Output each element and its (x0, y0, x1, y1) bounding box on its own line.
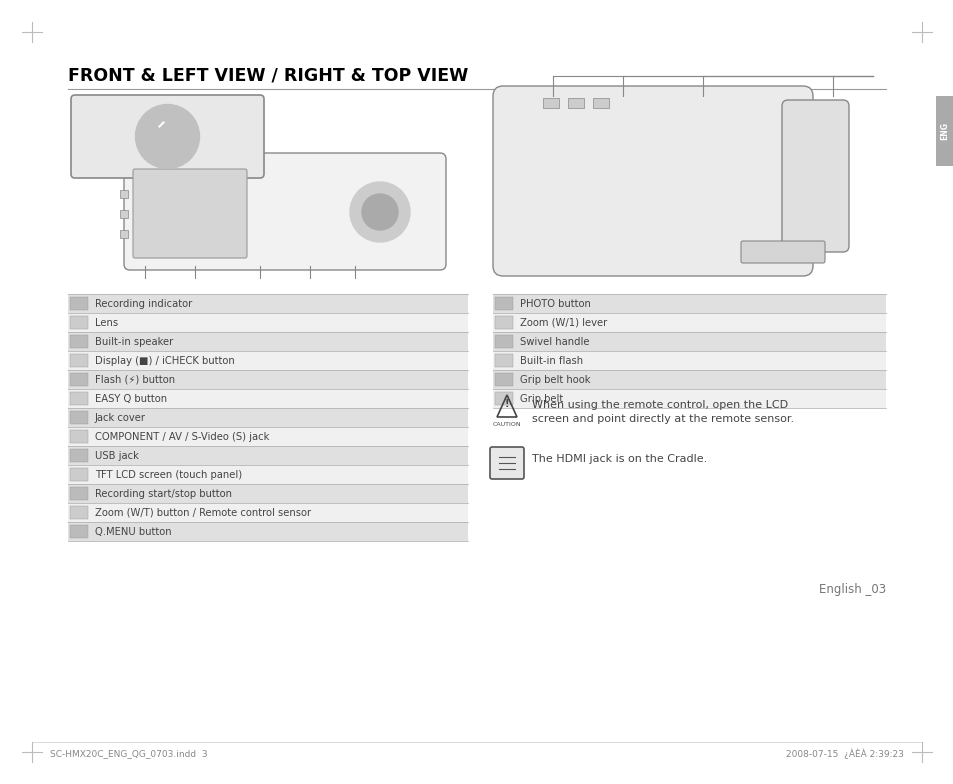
Text: When using the remote control, open the LCD
screen and point directly at the rem: When using the remote control, open the … (532, 400, 793, 424)
Bar (70, 297, 88, 310)
Bar (493, 294, 885, 313)
Bar (70, 392, 88, 405)
Bar (495, 373, 513, 386)
FancyBboxPatch shape (740, 241, 824, 263)
Text: EASY Q button: EASY Q button (95, 394, 167, 404)
Bar (495, 316, 513, 329)
Bar (70, 487, 88, 500)
Bar (68, 484, 468, 503)
Circle shape (153, 122, 181, 151)
Text: Built-in speaker: Built-in speaker (95, 336, 173, 347)
Bar (70, 335, 88, 348)
Bar (70, 430, 88, 443)
Bar (70, 373, 88, 386)
Bar (493, 351, 885, 370)
Bar (70, 468, 88, 481)
Text: USB jack: USB jack (95, 451, 139, 460)
Text: Q.MENU button: Q.MENU button (95, 527, 172, 536)
Bar (70, 449, 88, 462)
Bar (68, 408, 468, 427)
Text: 2008-07-15  ¿ÀÈÀ 2:39:23: 2008-07-15 ¿ÀÈÀ 2:39:23 (785, 749, 903, 759)
Text: Zoom (W/T) button / Remote control sensor: Zoom (W/T) button / Remote control senso… (95, 507, 311, 517)
Bar (70, 411, 88, 424)
Bar (567, 98, 583, 108)
Bar (493, 332, 885, 351)
Text: Zoom (W/1) lever: Zoom (W/1) lever (519, 318, 607, 328)
Text: Swivel handle: Swivel handle (519, 336, 589, 347)
Text: !: ! (504, 399, 509, 409)
Bar (68, 370, 468, 389)
Bar (542, 98, 558, 108)
Bar (68, 389, 468, 408)
Bar (493, 370, 885, 389)
Bar (68, 427, 468, 446)
Bar (120, 230, 128, 238)
Text: Flash (⚡) button: Flash (⚡) button (95, 375, 175, 384)
Bar (493, 313, 885, 332)
Bar (68, 332, 468, 351)
Bar (593, 98, 608, 108)
Text: PHOTO button: PHOTO button (519, 299, 590, 308)
Text: COMPONENT / AV / S-Video (S) jack: COMPONENT / AV / S-Video (S) jack (95, 431, 269, 441)
Bar (493, 389, 885, 408)
Text: CAUTION: CAUTION (492, 422, 520, 426)
Text: FRONT & LEFT VIEW / RIGHT & TOP VIEW: FRONT & LEFT VIEW / RIGHT & TOP VIEW (68, 66, 468, 84)
Bar (68, 522, 468, 541)
Bar (495, 354, 513, 367)
Circle shape (135, 104, 199, 169)
Circle shape (350, 182, 410, 242)
Bar (70, 316, 88, 329)
Text: Lens: Lens (95, 318, 118, 328)
Text: Recording start/stop button: Recording start/stop button (95, 488, 232, 499)
Text: Jack cover: Jack cover (95, 412, 146, 423)
Bar (495, 392, 513, 405)
Text: English _03: English _03 (818, 583, 885, 596)
FancyBboxPatch shape (781, 100, 848, 252)
Bar (68, 313, 468, 332)
Circle shape (361, 194, 397, 230)
FancyBboxPatch shape (132, 169, 247, 258)
Text: Recording indicator: Recording indicator (95, 299, 193, 308)
Text: ENG: ENG (940, 122, 948, 140)
Bar (70, 525, 88, 538)
Text: SC-HMX20C_ENG_QG_0703.indd  3: SC-HMX20C_ENG_QG_0703.indd 3 (50, 750, 208, 758)
Bar (495, 335, 513, 348)
Text: Grip belt: Grip belt (519, 394, 562, 404)
Bar (68, 465, 468, 484)
Text: The HDMI jack is on the Cradle.: The HDMI jack is on the Cradle. (532, 454, 706, 464)
Text: Built-in flash: Built-in flash (519, 355, 582, 365)
Bar (68, 446, 468, 465)
Polygon shape (149, 174, 186, 192)
Text: TFT LCD screen (touch panel): TFT LCD screen (touch panel) (95, 470, 242, 480)
Circle shape (146, 114, 190, 158)
Bar (935, 96, 953, 166)
FancyBboxPatch shape (71, 95, 264, 178)
Circle shape (161, 130, 173, 143)
Bar (120, 190, 128, 198)
Bar (120, 210, 128, 218)
Bar (495, 297, 513, 310)
Bar (70, 354, 88, 367)
FancyBboxPatch shape (124, 153, 446, 270)
Bar (68, 503, 468, 522)
Bar (70, 506, 88, 519)
Text: Grip belt hook: Grip belt hook (519, 375, 590, 384)
Bar (68, 351, 468, 370)
FancyBboxPatch shape (490, 447, 523, 479)
Bar (68, 294, 468, 313)
Text: Display (■) / iCHECK button: Display (■) / iCHECK button (95, 355, 234, 365)
FancyBboxPatch shape (493, 86, 812, 276)
